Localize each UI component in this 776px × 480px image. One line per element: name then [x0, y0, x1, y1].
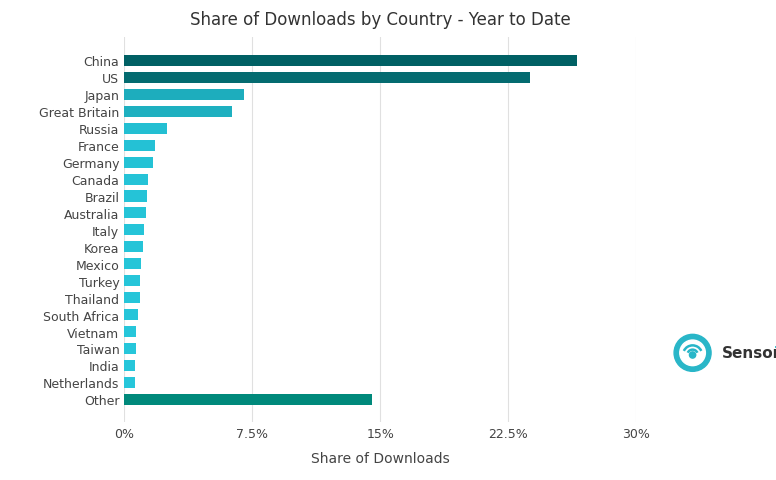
Bar: [124, 140, 155, 151]
Title: Share of Downloads by Country - Year to Date: Share of Downloads by Country - Year to …: [190, 11, 570, 28]
Bar: [124, 377, 135, 388]
Bar: [124, 225, 144, 236]
Circle shape: [680, 340, 705, 366]
Bar: [124, 56, 577, 67]
Bar: [124, 107, 232, 118]
Bar: [124, 326, 137, 337]
Bar: [124, 90, 244, 101]
Bar: [124, 123, 167, 134]
Bar: [124, 343, 137, 354]
Bar: [124, 208, 146, 219]
Circle shape: [674, 335, 711, 372]
Bar: [124, 394, 372, 405]
Text: Tower: Tower: [774, 346, 776, 360]
Circle shape: [689, 352, 696, 359]
Bar: [124, 259, 141, 270]
Bar: [124, 310, 138, 321]
Bar: [124, 174, 148, 185]
Text: Sensor: Sensor: [722, 346, 776, 360]
X-axis label: Share of Downloads: Share of Downloads: [311, 451, 449, 465]
Bar: [124, 360, 135, 371]
Bar: [124, 292, 140, 303]
Bar: [124, 73, 531, 84]
Bar: [124, 157, 153, 168]
Bar: [124, 276, 140, 287]
Bar: [124, 191, 147, 202]
Bar: [124, 242, 143, 253]
